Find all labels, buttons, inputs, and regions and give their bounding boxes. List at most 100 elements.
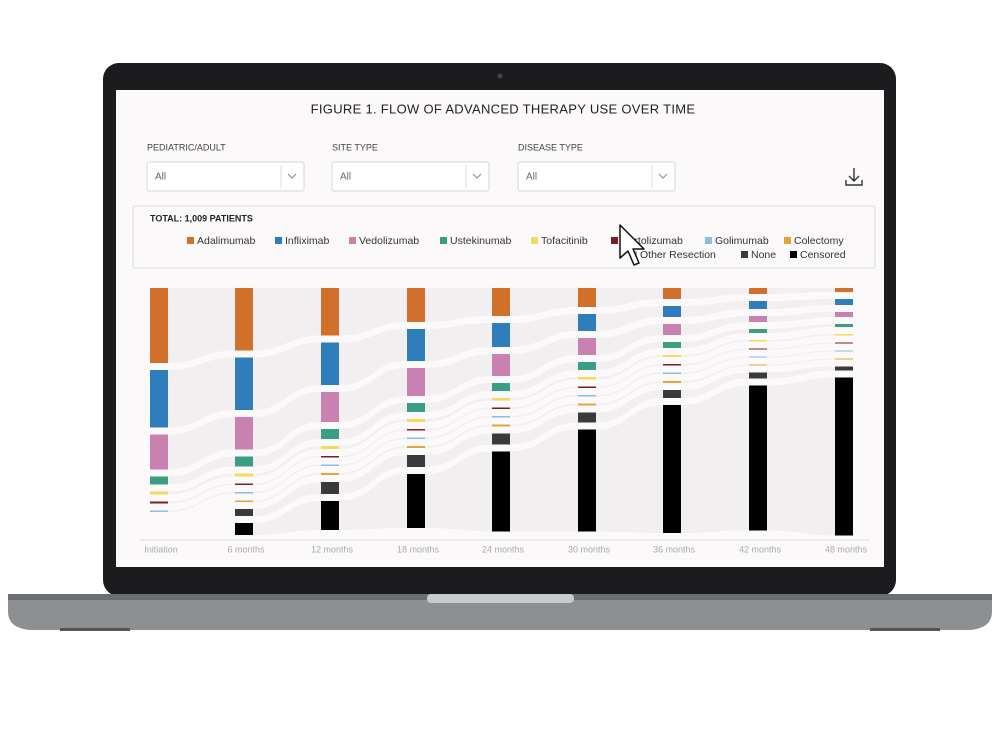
legend-label: Adalimumab	[197, 235, 256, 247]
flow-band	[681, 385, 749, 533]
flow-band	[681, 316, 749, 335]
chevron	[472, 173, 482, 179]
flow-band	[767, 288, 835, 294]
chevron	[658, 173, 668, 179]
legend-label: Tofacitinib	[541, 235, 588, 247]
flow-band	[339, 437, 407, 466]
bar-segment	[150, 288, 168, 363]
flow-band	[339, 419, 407, 449]
flow-band	[168, 483, 235, 504]
camera	[497, 73, 503, 79]
filter-dropdown[interactable]: All	[331, 161, 490, 192]
flow-band	[596, 390, 663, 423]
bar-segment	[235, 456, 253, 467]
legend-marker	[187, 237, 194, 244]
bar-segment	[578, 314, 596, 331]
bar-segment	[235, 492, 253, 494]
bar-segment	[235, 473, 253, 477]
flow-band	[596, 324, 663, 355]
bar-segment	[150, 491, 168, 495]
dropdown-value: All	[155, 172, 166, 183]
bar-segment	[578, 377, 596, 380]
flow-band	[425, 433, 492, 467]
bar-segment	[235, 483, 253, 485]
filter-label: DISEASE TYPE	[518, 142, 583, 152]
x-tick-label: 48 months	[825, 544, 868, 554]
bar-segment	[663, 355, 681, 357]
bar-segment	[663, 324, 681, 335]
filter-dropdown[interactable]: All	[517, 161, 676, 192]
bar-segment	[749, 329, 767, 333]
bar-segment	[407, 474, 425, 528]
flow-band	[168, 492, 235, 512]
bar-segment	[749, 348, 767, 350]
dropdown-box	[331, 161, 490, 192]
flow-band	[168, 288, 235, 363]
bar-segment	[663, 288, 681, 299]
bar-segment	[663, 381, 681, 383]
flow-band	[253, 288, 321, 351]
flow-band	[510, 429, 578, 532]
bar-segment	[150, 501, 168, 504]
flow-band	[510, 288, 578, 316]
bar-segment	[835, 288, 853, 292]
download-button[interactable]	[845, 168, 863, 186]
foot	[870, 628, 940, 631]
legend-label: Golimumab	[715, 235, 769, 247]
bar-segment	[321, 464, 339, 466]
dropdown-box	[517, 161, 676, 192]
flow-band	[339, 429, 407, 458]
bar-segment	[835, 350, 853, 352]
bar-segment	[835, 324, 853, 327]
bar-segment	[749, 316, 767, 322]
bar-segment	[235, 357, 253, 410]
bar-segment	[492, 416, 510, 418]
flow-band	[253, 342, 321, 410]
dropdown-box	[146, 161, 305, 192]
bar-segment	[663, 372, 681, 374]
flow-band	[596, 372, 663, 397]
bar-segment	[235, 288, 253, 351]
legend-marker	[349, 237, 356, 244]
flow-band	[425, 288, 492, 322]
bar-segment	[407, 429, 425, 431]
bar-segment	[492, 354, 510, 376]
x-tick-label: 42 months	[739, 544, 782, 554]
flow-band	[425, 354, 492, 396]
bar-segment	[578, 288, 596, 307]
x-tick-label: 18 months	[397, 544, 440, 554]
bar-segment	[235, 509, 253, 516]
flow-band	[510, 412, 578, 445]
bar-segment	[578, 338, 596, 355]
bar-segment	[407, 288, 425, 322]
bar-segment	[749, 385, 767, 531]
bar-segment	[492, 407, 510, 409]
flow-band	[168, 417, 235, 470]
bar-segment	[749, 340, 767, 342]
flow-band	[339, 288, 407, 336]
bar-segment	[407, 403, 425, 412]
dropdown-value: All	[526, 172, 537, 183]
bar-segment	[321, 392, 339, 422]
filter-dropdown[interactable]: All	[146, 161, 305, 192]
bar-segment	[235, 523, 253, 535]
bar-segment	[150, 434, 168, 470]
legend-marker	[741, 251, 748, 258]
flow-band	[681, 340, 749, 357]
total-label: TOTAL: 1,009 PATIENTS	[150, 213, 253, 223]
bar-segment	[578, 403, 596, 406]
flow-band	[339, 446, 407, 475]
flow-band	[596, 405, 663, 533]
flow-band	[339, 403, 407, 439]
flow-band	[425, 416, 492, 439]
bar-segment	[835, 358, 853, 360]
laptop-base	[8, 594, 992, 630]
bar-segment	[663, 364, 681, 366]
flow-band	[510, 377, 578, 401]
bar-segment	[835, 342, 853, 344]
legend-label: Vedolizumab	[359, 235, 419, 247]
flow-band	[767, 377, 835, 536]
bar-segment	[578, 429, 596, 532]
foot	[60, 628, 130, 631]
dropdown-value: All	[340, 172, 351, 183]
